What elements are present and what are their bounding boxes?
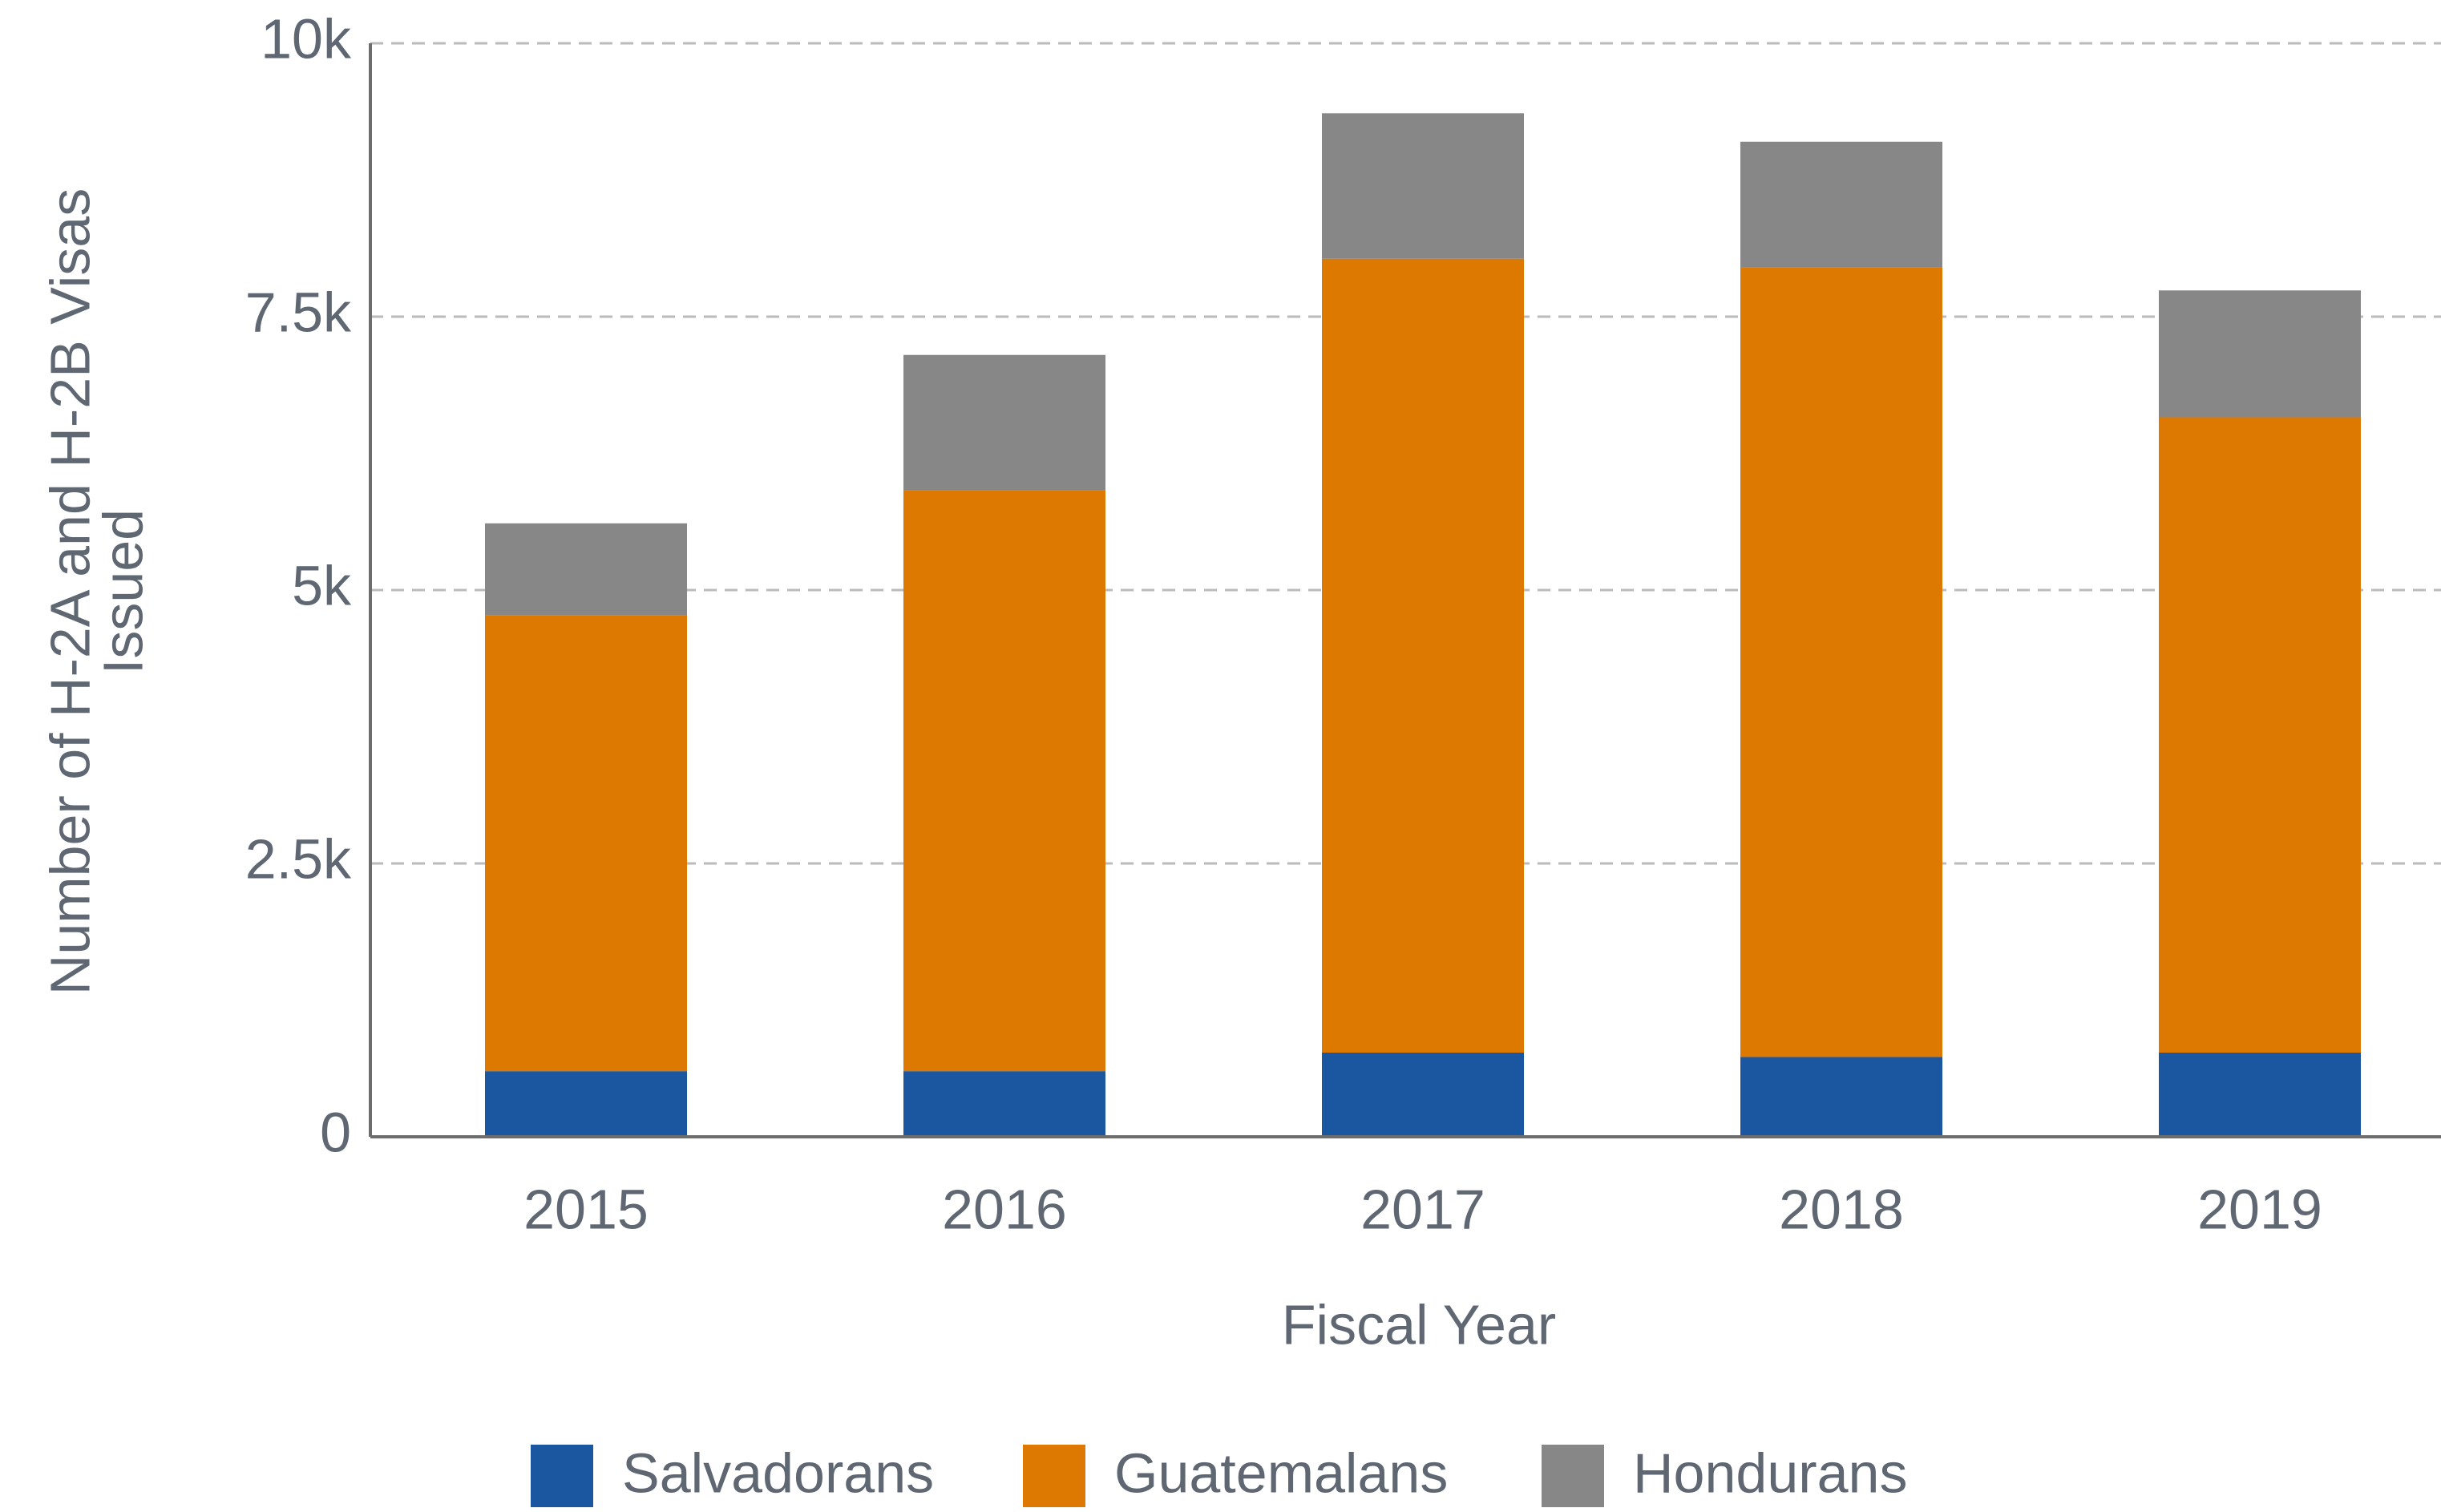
x-tick-label: 2017 [1360,1178,1485,1240]
x-tick-label: 2019 [2197,1178,2322,1240]
x-tick-label: 2018 [1779,1178,1904,1240]
legend-swatch [1023,1445,1085,1507]
legend-label: Salvadorans [622,1441,934,1504]
bar-segment [2159,417,2361,1053]
bar-segment [1322,113,1524,259]
x-tick-label: 2015 [523,1178,649,1240]
bar-segment [1322,1052,1524,1137]
y-tick-label: 10k [261,7,352,70]
y-tick-label: 5k [292,554,352,617]
bar-segment [485,1071,687,1137]
bar-segment [1322,258,1524,1053]
bar-segment [485,523,687,616]
bar-segment [485,615,687,1072]
bar-segment [2159,1052,2361,1137]
y-axis-title-line: Issued [91,509,154,674]
legend-swatch [531,1445,593,1507]
x-tick-label: 2016 [942,1178,1067,1240]
legend-swatch [1542,1445,1604,1507]
bar-segment [1740,267,1942,1057]
y-axis-title: Number of H-2A and H-2B Visas Issued [38,188,154,995]
x-axis-title: Fiscal Year [1282,1293,1556,1356]
y-tick-label: 2.5k [245,827,352,890]
bar-segment [903,1071,1105,1137]
bar-segment [1740,141,1942,268]
legend-label: Hondurans [1633,1441,1907,1504]
bar-segment [2159,290,2361,418]
bar-segment [903,490,1105,1072]
y-axis-title-line: Number of H-2A and H-2B Visas [38,188,101,995]
legend-label: Guatemalans [1114,1441,1448,1504]
bar-segment [903,354,1105,491]
y-tick-label: 7.5k [245,281,352,343]
bar-segment [1740,1057,1942,1137]
y-tick-label: 0 [320,1101,351,1163]
